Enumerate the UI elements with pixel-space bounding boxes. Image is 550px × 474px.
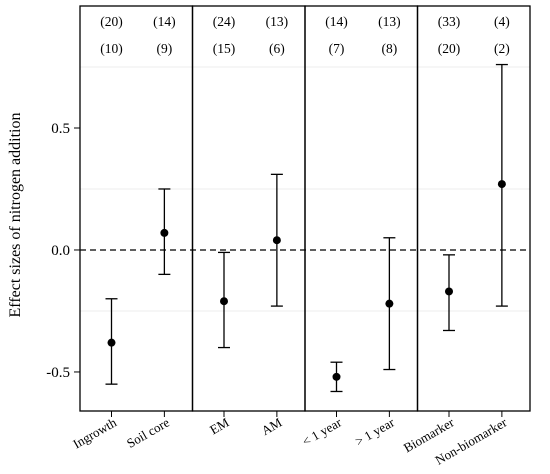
point-estimate <box>445 287 453 296</box>
sample-size-label-bottom: (6) <box>269 41 285 56</box>
sample-size-label-bottom: (8) <box>382 41 398 56</box>
sample-size-label-bottom: (10) <box>100 41 123 56</box>
sample-size-label-bottom: (9) <box>157 41 173 56</box>
facet-panel-border <box>416 5 531 412</box>
sample-size-label-bottom: (20) <box>438 41 461 56</box>
plot-frame-layer <box>79 5 531 412</box>
point-estimate <box>385 299 394 308</box>
sample-size-label-bottom: (7) <box>329 41 345 56</box>
sample-size-label-top: (14) <box>153 14 176 29</box>
x-tick-label: Ingrowth <box>70 414 119 451</box>
x-tick-label: EM <box>207 414 232 437</box>
point-estimate <box>107 338 116 347</box>
sample-size-label-bottom: (2) <box>494 41 510 56</box>
point-estimate <box>220 297 228 306</box>
x-tick-label: Soil core <box>124 414 172 450</box>
point-estimate <box>272 236 281 245</box>
y-tick-label: -0.5 <box>46 365 70 381</box>
x-tick-label: > 1 year <box>352 414 397 449</box>
sample-size-label-top: (4) <box>494 14 510 29</box>
axes-layer: Ingrowth Soil core EM AM < 1 year > 1 year Bio… <box>46 121 510 468</box>
y-axis-title: Effect sizes of nitrogen addition <box>7 113 24 318</box>
sample-size-label-top: (20) <box>100 14 123 29</box>
sample-size-label-top: (13) <box>378 14 401 29</box>
sample-size-label-top: (33) <box>438 14 461 29</box>
point-estimate <box>160 228 169 237</box>
marks-layer: (20) (10) (14) (9) (24) (15) (13) (6) (14) (7) (13… <box>100 14 510 393</box>
sample-size-label-bottom: (15) <box>213 41 236 56</box>
sample-size-label-top: (24) <box>213 14 236 29</box>
point-estimate <box>497 180 506 189</box>
y-tick-label: 0.5 <box>51 121 70 137</box>
x-tick-label: < 1 year <box>300 414 345 449</box>
point-estimate <box>332 372 341 381</box>
x-tick-label: AM <box>259 414 285 438</box>
sample-size-label-top: (13) <box>266 14 289 29</box>
sample-size-label-top: (14) <box>325 14 348 29</box>
y-tick-label: 0.0 <box>51 243 70 259</box>
